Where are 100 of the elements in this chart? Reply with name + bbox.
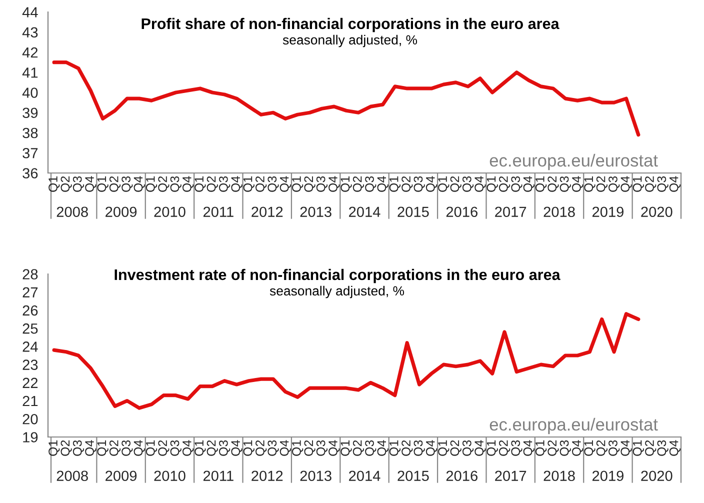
x-tick-label: Q3 (365, 440, 376, 456)
x-tick-label: Q4 (572, 440, 584, 456)
x-tick-label: Q1 (486, 440, 498, 456)
x-tick-label: Q1 (438, 176, 450, 192)
y-tick-label: 24 (22, 342, 38, 352)
x-tick-label: Q4 (85, 176, 96, 192)
x-tick-label: Q2 (304, 176, 316, 192)
text: 2009 (106, 206, 137, 218)
x-tick-label: Q4 (474, 440, 486, 456)
x-tick-label: Q1 (243, 176, 254, 192)
text: 2016 (446, 206, 478, 218)
text: 2011 (203, 470, 234, 482)
x-tick-label: Q4 (134, 176, 145, 192)
x-tick-label: Q2 (256, 440, 267, 456)
chart-title: Profit share of non-financial corporations in the euro area (142, 18, 560, 32)
x-tick-label: Q1 (194, 176, 206, 192)
x-tick-label: Q2 (402, 440, 413, 456)
x-tick-label: Q1 (146, 176, 158, 192)
text: 2014 (349, 206, 380, 218)
x-tick-label: Q2 (596, 440, 608, 456)
x-tick-label: Q2 (304, 440, 316, 456)
x-tick-label: Q4 (280, 176, 291, 192)
x-tick-label: Q4 (134, 440, 145, 456)
x-tick-label: Q4 (572, 176, 584, 192)
text: 2016 (446, 470, 478, 482)
y-tick-label: 38 (22, 128, 38, 138)
x-tick-label: Q3 (462, 440, 474, 456)
line-series (52, 60, 640, 137)
x-tick-label: Q2 (498, 440, 510, 456)
text: seasonally adjusted, % (282, 34, 418, 48)
x-tick-label: Q3 (316, 176, 328, 192)
x-tick-label: Q3 (72, 440, 84, 456)
y-tick-label: 23 (22, 360, 38, 370)
x-tick-label: Q4 (328, 440, 340, 456)
text: 2008 (56, 470, 88, 482)
y-tick-label: 19 (23, 432, 38, 442)
chart-title: Investment rate of non-financial corporations in the euro area (114, 268, 560, 284)
y-tick-label: 21 (22, 396, 38, 406)
x-tick-label: Q4 (182, 440, 194, 456)
x-tick-label: Q2 (352, 176, 364, 192)
x-tick-label: Q1 (340, 176, 352, 192)
text: 2014 (349, 470, 380, 482)
x-tick-label: Q4 (85, 440, 96, 456)
x-tick-label: Q4 (620, 440, 632, 456)
x-tick-label: Q2 (109, 176, 121, 192)
x-tick-label: Q2 (450, 176, 462, 192)
x-tick-label: Q2 (109, 440, 121, 456)
text: 2009 (106, 470, 137, 482)
annotation: ec.europa.eu/eurostat (490, 418, 658, 434)
y-tick-label: 27 (22, 287, 38, 298)
text: 2008 (56, 206, 88, 218)
x-tick-label: Q2 (596, 176, 608, 192)
text: 2019 (592, 206, 624, 218)
text: 2012 (252, 206, 283, 218)
x-tick-label: Q4 (377, 440, 388, 456)
x-tick-label: Q1 (243, 440, 254, 456)
x-tick-label: Q1 (536, 440, 547, 456)
x-tick-label: Q4 (231, 176, 242, 192)
y-tick-label: 22 (22, 378, 38, 388)
text: 2015 (398, 206, 429, 218)
x-tick-label: Q2 (645, 440, 656, 456)
text: 2020 (641, 470, 672, 482)
x-tick-label: Q3 (511, 440, 522, 456)
y-tick-label: 20 (22, 414, 38, 424)
x-tick-label: Q2 (352, 440, 364, 456)
x-tick-label: Q1 (584, 440, 596, 456)
x-tick-label: Q1 (389, 176, 401, 192)
y-tick-label: 43 (22, 27, 38, 38)
y-tick-label: 44 (22, 7, 38, 18)
x-tick-label: Q1 (97, 440, 108, 456)
x-tick-label: Q1 (48, 440, 60, 456)
x-tick-label: Q3 (608, 440, 620, 456)
x-tick-label: Q2 (450, 440, 462, 456)
x-tick-label: Q2 (158, 176, 170, 192)
x-tick-label: Q1 (486, 176, 498, 192)
text: 2017 (495, 206, 526, 218)
x-tick-label: Q2 (60, 176, 72, 192)
x-tick-label: Q3 (122, 176, 133, 192)
x-tick-label: Q1 (438, 440, 450, 456)
y-tick-label: 28 (22, 269, 38, 280)
y-tick-label: 42 (22, 47, 38, 58)
x-tick-label: Q2 (548, 440, 559, 456)
x-tick-label: Q3 (511, 176, 522, 192)
x-tick-label: Q2 (645, 176, 656, 192)
x-tick-label: Q3 (657, 440, 668, 456)
x-tick-label: Q1 (389, 440, 401, 456)
x-tick-label: Q2 (498, 176, 510, 192)
text: 2013 (300, 470, 332, 482)
x-tick-label: Q2 (60, 440, 72, 456)
x-tick-label: Q3 (122, 440, 133, 456)
x-tick-label: Q3 (608, 176, 620, 192)
x-tick-label: Q4 (620, 176, 632, 192)
x-tick-label: Q2 (256, 176, 267, 192)
x-tick-label: Q4 (328, 176, 340, 192)
x-tick-label: Q3 (560, 176, 571, 192)
x-tick-label: Q1 (632, 440, 644, 456)
y-tick-label: 36 (22, 168, 38, 178)
y-tick-label: 26 (22, 305, 38, 316)
x-tick-label: Q3 (560, 440, 571, 456)
text: seasonally adjusted, % (270, 286, 404, 298)
